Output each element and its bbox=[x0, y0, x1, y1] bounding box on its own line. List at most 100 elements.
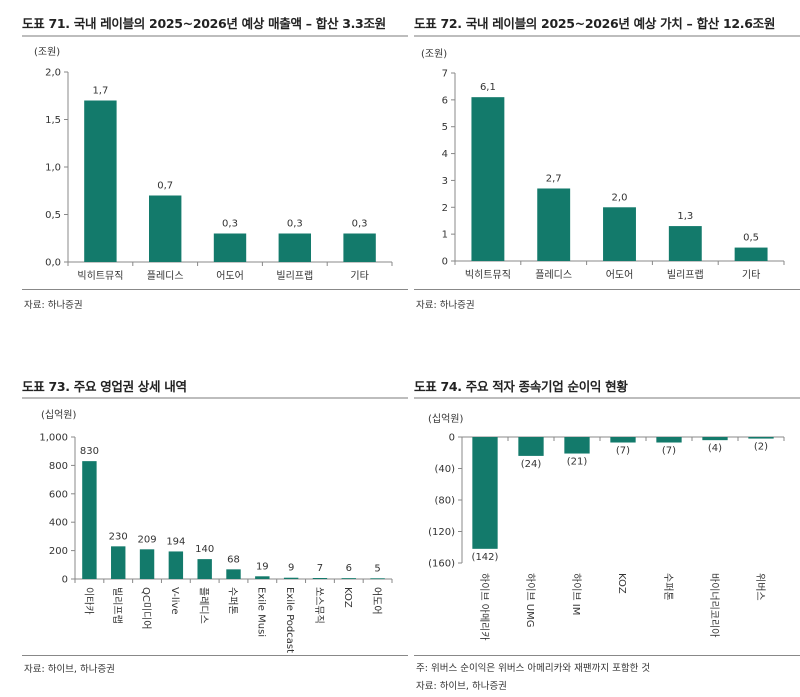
y-tick-label: 2,0 bbox=[45, 68, 61, 79]
y-tick-label: (120) bbox=[428, 527, 455, 538]
bar bbox=[656, 437, 682, 443]
chart-title: 도표 74. 주요 적자 종속기업 순이익 현황 bbox=[414, 379, 628, 394]
data-label: 0,3 bbox=[222, 219, 238, 230]
y-tick-label: 1,000 bbox=[39, 433, 68, 444]
y-axis-unit: (조원) bbox=[34, 46, 60, 58]
data-label: 5 bbox=[374, 563, 380, 574]
chart-74: (십억원) 0 (40) (80) (120) (160) (142) 하이브 아메리카 (24… bbox=[428, 413, 785, 641]
x-tick-label: 플레디스 bbox=[198, 587, 210, 624]
data-label: (4) bbox=[708, 443, 722, 454]
y-tick-label: 0 bbox=[442, 257, 448, 268]
data-label: (24) bbox=[521, 459, 542, 470]
bar bbox=[471, 97, 505, 262]
bar bbox=[226, 569, 241, 579]
y-tick-label: 3 bbox=[442, 176, 448, 187]
bar bbox=[564, 437, 590, 454]
x-tick-label: KOZ bbox=[342, 587, 353, 608]
bar bbox=[343, 233, 376, 262]
data-label: 0,3 bbox=[352, 219, 368, 230]
data-label: (7) bbox=[616, 446, 630, 457]
footnote: 주: 위버스 순이익은 위버스 아메리카와 재팬까지 포함한 것 bbox=[416, 663, 651, 674]
bar bbox=[312, 578, 328, 579]
x-tick-label: 쏘스뮤직 bbox=[313, 587, 325, 624]
chart-74-panel: 도표 74. 주요 적자 종속기업 순이익 현황 (십억원) 0 (40) (80)(… bbox=[414, 370, 800, 697]
divider bbox=[22, 289, 408, 290]
x-tick-label: 위버스 bbox=[754, 573, 767, 601]
x-tick-label: Exile Musi bbox=[255, 587, 266, 637]
x-tick-label: 어도어 bbox=[216, 270, 244, 282]
source-note: 자료: 하이브, 하나증권 bbox=[416, 681, 507, 692]
bar bbox=[537, 188, 571, 261]
divider bbox=[414, 35, 800, 37]
data-label: 7 bbox=[317, 563, 323, 574]
x-tick-label: 플레디스 bbox=[535, 269, 572, 281]
chart-title: 도표 73. 주요 영업권 상세 내역 bbox=[22, 379, 187, 394]
bar bbox=[84, 100, 117, 262]
data-label: 194 bbox=[166, 536, 185, 547]
chart-73: (십억원) 0 200 400 600 800 1,000 830 이타카 230 빌리프랩 209 Q… bbox=[39, 409, 393, 653]
x-tick-label: 하이브 UMG bbox=[524, 573, 537, 627]
x-tick-label: Exile Podcast bbox=[284, 587, 295, 653]
bar bbox=[603, 207, 636, 261]
data-label: 230 bbox=[109, 531, 128, 542]
bar bbox=[370, 578, 385, 580]
chart-title: 도표 72. 국내 레이블의 2025~2026년 예상 가치 – 합산 12.… bbox=[414, 16, 776, 31]
data-label: (2) bbox=[754, 442, 768, 453]
x-tick-label: QC미디어 bbox=[140, 587, 152, 629]
y-axis-unit: (십억원) bbox=[41, 409, 77, 421]
chart-title: 도표 71. 국내 레이블의 2025~2026년 예상 매출액 – 합산 3.… bbox=[22, 16, 386, 31]
x-tick-label: 기타 bbox=[350, 270, 368, 282]
data-label: 140 bbox=[195, 544, 214, 555]
bar bbox=[111, 546, 126, 579]
x-tick-label: 이타카 bbox=[82, 587, 94, 615]
data-label: 2,7 bbox=[546, 173, 562, 184]
y-tick-label: 1 bbox=[442, 230, 448, 241]
bar bbox=[702, 437, 728, 441]
x-tick-label: 빌리프랩 bbox=[111, 587, 123, 624]
bar bbox=[149, 195, 182, 262]
y-tick-label: 5 bbox=[442, 122, 448, 133]
y-axis-unit: (조원) bbox=[421, 48, 447, 60]
y-tick-label: 0 bbox=[62, 575, 68, 586]
data-label: 1,3 bbox=[677, 211, 693, 222]
divider bbox=[22, 655, 408, 656]
data-label: 19 bbox=[256, 561, 269, 572]
bar bbox=[213, 233, 247, 262]
x-tick-label: 빅히트뮤직 bbox=[77, 270, 123, 282]
bar bbox=[518, 437, 544, 456]
divider bbox=[414, 289, 800, 290]
chart-71-panel: 도표 71. 국내 레이블의 2025~2026년 예상 매출액 – 합산 3.… bbox=[22, 0, 408, 320]
data-label: 2,0 bbox=[612, 192, 628, 203]
bar bbox=[278, 233, 311, 262]
y-tick-label: 0,5 bbox=[45, 210, 61, 221]
y-tick-label: 1,0 bbox=[45, 163, 61, 174]
x-tick-label: 하이브 IM bbox=[570, 573, 583, 615]
y-tick-label: 600 bbox=[49, 489, 68, 500]
x-tick-label: V-live bbox=[169, 587, 180, 615]
y-tick-label: 6 bbox=[442, 95, 448, 106]
x-tick-label: 기타 bbox=[742, 269, 760, 281]
y-tick-label: (160) bbox=[428, 559, 455, 570]
data-label: 6,1 bbox=[480, 82, 496, 93]
bar bbox=[472, 437, 498, 549]
data-label: 9 bbox=[288, 563, 294, 574]
x-tick-label: 빌리프랩 bbox=[276, 270, 313, 282]
chart-73-panel: 도표 73. 주요 영업권 상세 내역 (십억원) 0 200 400 600 800 1,… bbox=[22, 370, 408, 690]
source-note: 자료: 하나증권 bbox=[416, 300, 475, 311]
y-tick-label: 4 bbox=[442, 149, 448, 160]
bar bbox=[139, 549, 155, 579]
x-tick-label: 바이너리코리아 bbox=[708, 573, 720, 637]
y-tick-label: (40) bbox=[434, 464, 455, 475]
chart-72: (조원) 0 1 2 3 4 5 6 7 6,1 빅히트뮤직 2,7 플레디스 2,0 어도어 1,3 빌리프랩… bbox=[421, 48, 785, 281]
x-tick-label: 플레디스 bbox=[147, 270, 184, 282]
bar bbox=[734, 247, 768, 261]
source-note: 자료: 하이브, 하나증권 bbox=[24, 664, 115, 675]
x-tick-label: KOZ bbox=[616, 573, 627, 594]
y-tick-label: 2 bbox=[442, 203, 448, 214]
data-label: 830 bbox=[80, 446, 99, 457]
data-label: 0,7 bbox=[157, 181, 173, 192]
y-tick-label: 800 bbox=[49, 461, 68, 472]
x-tick-label: 어도어 bbox=[371, 587, 383, 615]
divider bbox=[22, 35, 408, 37]
data-label: 68 bbox=[227, 554, 240, 565]
